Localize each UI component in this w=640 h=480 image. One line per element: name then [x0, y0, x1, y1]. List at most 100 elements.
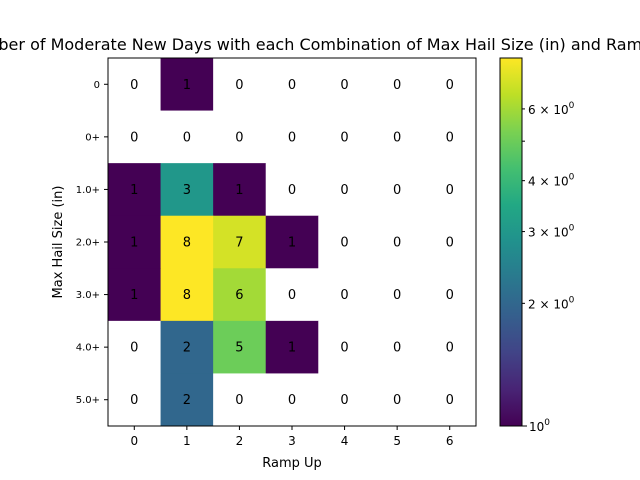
cell-value-label: 0 [446, 236, 454, 251]
cell-value-label: 1 [288, 236, 296, 251]
x-axis: 0 1 2 3 4 5 6 [130, 426, 454, 448]
heatmap-cell [318, 58, 372, 111]
cell-value-label: 1 [130, 236, 138, 251]
heatmap-cell [108, 110, 161, 164]
heatmap-cell [318, 163, 372, 217]
heatmap-cell [108, 268, 161, 322]
heatmap-cell [160, 110, 214, 164]
cell-value-label: 0 [446, 341, 454, 356]
heatmap-cell [370, 373, 424, 427]
y-tick-label: 5.0+ [76, 395, 100, 406]
heatmap-cell [423, 58, 477, 111]
cell-value-label: 0 [340, 393, 348, 408]
cell-value-label: 1 [130, 288, 138, 303]
heatmap-cell [423, 163, 477, 217]
colorbar-tick-label: 100 [529, 418, 550, 434]
heatmap-cell [108, 373, 161, 427]
cell-value-label: 1 [235, 183, 243, 198]
cell-value-label: 3 [183, 183, 191, 198]
cell-value-label: 0 [393, 341, 401, 356]
heatmap-cells [108, 58, 477, 427]
cell-value-label: 0 [393, 183, 401, 198]
cell-value-label: 0 [393, 393, 401, 408]
heatmap-cell [318, 320, 372, 374]
heatmap-cell [370, 110, 424, 164]
y-axis-label: Max Hail Size (in) [51, 186, 66, 299]
heatmap-cell [423, 373, 477, 427]
heatmap-cell [423, 110, 477, 164]
x-axis-label: Ramp Up [262, 456, 322, 471]
cell-value-label: 6 [235, 288, 243, 303]
heatmap-cell [423, 320, 477, 374]
cell-value-label: 1 [288, 341, 296, 356]
cell-value-label: 0 [130, 78, 138, 93]
heatmap-cell [213, 58, 267, 111]
heatmap-cell [318, 215, 372, 269]
cell-value-label: 0 [340, 78, 348, 93]
cell-value-label: 0 [393, 288, 401, 303]
heatmap-cell [160, 268, 214, 322]
heatmap-cell [370, 268, 424, 322]
cell-value-label: 0 [340, 341, 348, 356]
y-tick-label: 4.0+ [76, 343, 100, 354]
cell-value-label: 0 [340, 183, 348, 198]
cell-value-label: 0 [130, 341, 138, 356]
y-tick-label: 0+ [85, 132, 100, 143]
heatmap-cell [213, 373, 267, 427]
colorbar [499, 57, 523, 427]
heatmap-cell [213, 320, 267, 374]
x-tick-label: 4 [341, 434, 349, 448]
heatmap-cell [108, 320, 161, 374]
cell-value-label: 0 [288, 183, 296, 198]
x-tick-label: 6 [446, 434, 454, 448]
heatmap-cell [423, 215, 477, 269]
heatmap-cell [370, 215, 424, 269]
heatmap-cell [108, 215, 161, 269]
cell-value-label: 0 [340, 236, 348, 251]
x-tick-label: 1 [183, 434, 191, 448]
cell-value-labels: 0 1 0 0 0 0 0 0 0 0 0 0 0 0 1 3 1 0 0 0 0 1 8 7 1 0 0 0 1 8 6 0 0 0 0 0 2 5 1 0… [130, 78, 454, 408]
heatmap-cell [213, 163, 267, 217]
cell-value-label: 8 [183, 288, 191, 303]
cell-value-label: 1 [183, 78, 191, 93]
colorbar-tick-label: 2 × 100 [528, 295, 575, 311]
x-tick-label: 0 [130, 434, 138, 448]
x-tick-label: 2 [236, 434, 244, 448]
cell-value-label: 0 [183, 130, 191, 145]
colorbar-tick-label: 6 × 100 [528, 101, 575, 117]
heatmap-cell [265, 215, 319, 269]
heatmap-cell [318, 268, 372, 322]
cell-value-label: 0 [446, 393, 454, 408]
heatmap-cell [213, 268, 267, 322]
cell-value-label: 0 [446, 183, 454, 198]
cell-value-label: 0 [288, 288, 296, 303]
cell-value-label: 2 [183, 341, 191, 356]
cell-value-label: 7 [235, 236, 243, 251]
colorbar-ticks: 100 2 × 100 3 × 100 4 × 100 6 × 100 [522, 101, 575, 434]
cell-value-label: 0 [340, 288, 348, 303]
heatmap-cell [160, 320, 214, 374]
cell-value-label: 1 [130, 183, 138, 198]
cell-value-label: 0 [340, 130, 348, 145]
cell-value-label: 0 [288, 393, 296, 408]
heatmap-cell [108, 58, 161, 111]
y-axis: 0 0+ 1.0+ 2.0+ 3.0+ 4.0+ 5.0+ [76, 80, 108, 406]
cell-value-label: 0 [446, 130, 454, 145]
cell-value-label: 0 [393, 236, 401, 251]
heatmap-cell [370, 320, 424, 374]
heatmap-cell [370, 58, 424, 111]
heatmap-cell [265, 163, 319, 217]
colorbar-tick-label: 3 × 100 [528, 224, 575, 240]
heatmap-cell [160, 58, 214, 111]
cell-value-label: 0 [446, 288, 454, 303]
heatmap-cell [265, 110, 319, 164]
cell-value-label: 0 [235, 393, 243, 408]
heatmap-cell [370, 163, 424, 217]
cell-value-label: 5 [235, 341, 243, 356]
cell-value-label: 0 [130, 130, 138, 145]
heatmap-cell [265, 268, 319, 322]
heatmap-cell [423, 268, 477, 322]
heatmap-cell [318, 373, 372, 427]
y-tick-label: 0 [94, 80, 100, 91]
